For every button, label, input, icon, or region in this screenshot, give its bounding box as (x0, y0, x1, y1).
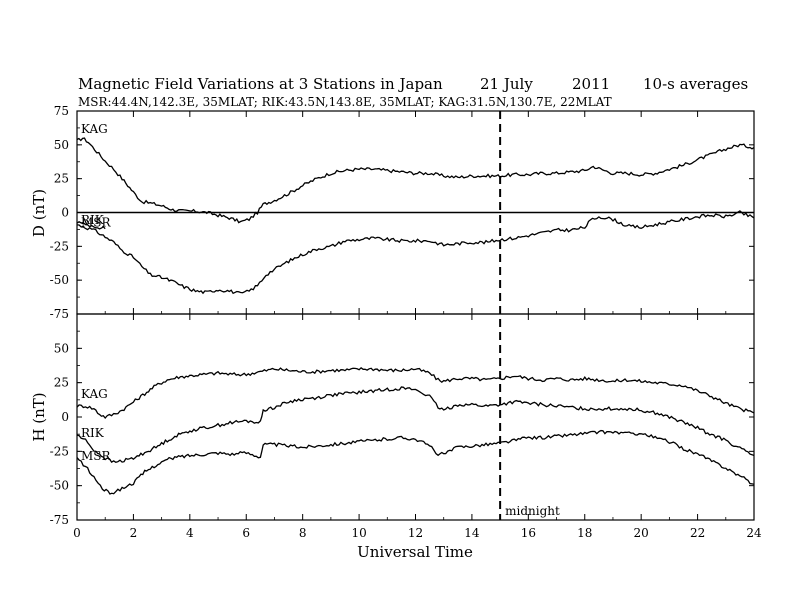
stations-subtitle: MSR:44.4N,142.3E, 35MLAT; RIK:43.5N,143.… (78, 95, 612, 109)
ytick-label: 25 (54, 376, 69, 390)
chart-title: Magnetic Field Variations at 3 Stations … (78, 75, 443, 93)
ytick-label: 0 (61, 410, 69, 424)
xtick-label: 22 (690, 526, 705, 540)
series-label-msr: MSR (81, 216, 112, 230)
xtick-label: 8 (299, 526, 307, 540)
xlabel: Universal Time (357, 543, 473, 561)
series-line-kag-bottom (76, 366, 755, 420)
ytick-label: 0 (61, 206, 69, 220)
series-label-rik: RIK (81, 213, 105, 227)
midnight-label: midnight (505, 504, 560, 518)
series-label-rik: RIK (81, 426, 105, 440)
ytick-label: -50 (50, 273, 69, 287)
xtick-label: 18 (577, 526, 592, 540)
xtick-label: 24 (746, 526, 762, 540)
bottom-panel-frame (76, 313, 755, 521)
series-line-kag-top (76, 137, 755, 224)
xtick-label: 2 (130, 526, 138, 540)
ytick-label: 50 (54, 138, 69, 152)
series-line-rik-top (76, 221, 106, 230)
ytick-label: -25 (50, 444, 69, 458)
series-label-kag: KAG (81, 122, 108, 136)
year-label: 2011 (572, 75, 610, 93)
xtick-label: 16 (521, 526, 536, 540)
ytick-label: 25 (54, 172, 69, 186)
ytick-label: -50 (50, 479, 69, 493)
data-series (76, 137, 755, 495)
series-line-rik-bottom (76, 386, 755, 464)
xtick-label: 20 (634, 526, 649, 540)
xtick-label: 6 (242, 526, 250, 540)
xtick-label: 12 (408, 526, 423, 540)
xtick-label: 14 (464, 526, 480, 540)
series-label-msr: MSR (81, 449, 112, 463)
series-line-msr-top (76, 210, 755, 295)
ytick-label: -75 (50, 307, 69, 321)
averaging-label: 10-s averages (643, 75, 748, 93)
ytick-label: 50 (54, 341, 69, 355)
xtick-label: 4 (186, 526, 194, 540)
series-label-kag: KAG (81, 387, 108, 401)
date-label: 21 July (480, 75, 533, 93)
bottom-ylabel: H (nT) (30, 392, 48, 441)
xtick-label: 10 (351, 526, 366, 540)
series-line-msr-bottom (76, 429, 755, 495)
xtick-label: 0 (73, 526, 81, 540)
ytick-label: 75 (54, 104, 69, 118)
ytick-label: -75 (50, 513, 69, 527)
top-ylabel: D (nT) (30, 189, 48, 237)
ytick-label: -25 (50, 239, 69, 253)
